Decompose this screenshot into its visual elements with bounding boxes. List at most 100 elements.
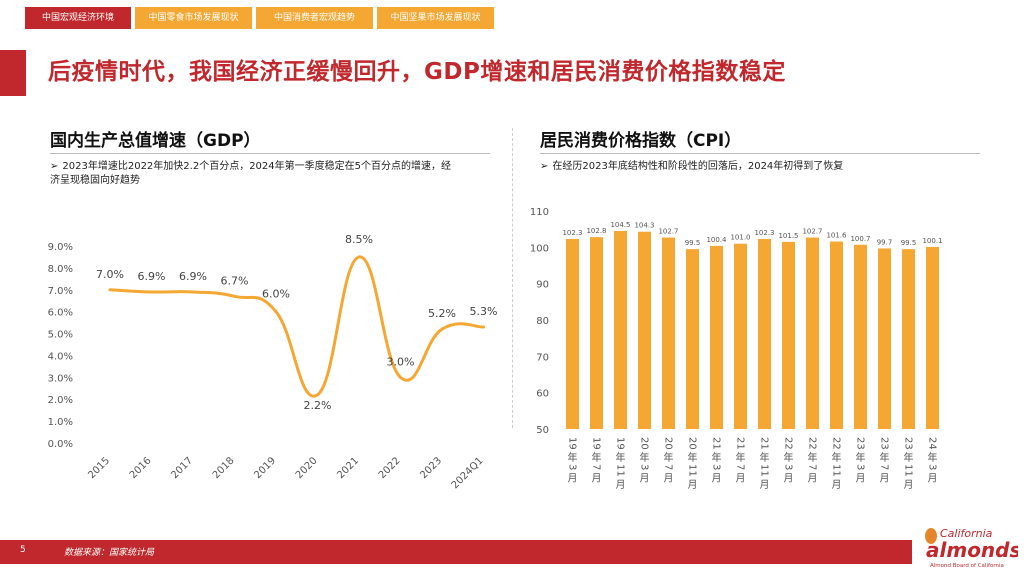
- gdp-xtick-label: 2018: [211, 455, 237, 481]
- svg-text:21: 21: [711, 437, 722, 450]
- cpi-ytick-label: 90: [536, 280, 549, 291]
- cpi-bar: [878, 248, 891, 429]
- gdp-data-label: 6.7%: [221, 274, 249, 287]
- gdp-ytick-label: 5.0%: [48, 330, 73, 341]
- cpi-bar: [830, 241, 843, 429]
- gdp-data-label: 6.0%: [262, 288, 290, 301]
- cpi-bar-label: 102.3: [562, 229, 582, 237]
- bullet-arrow-icon: ➢: [540, 161, 549, 172]
- svg-text:22: 22: [807, 437, 818, 450]
- svg-text:20: 20: [639, 437, 650, 450]
- cpi-bar: [902, 249, 915, 429]
- svg-text:11: 11: [759, 464, 770, 477]
- cpi-ytick-label: 60: [536, 389, 549, 400]
- cpi-heading: 居民消费价格指数（CPI）: [540, 131, 742, 151]
- gdp-xtick-label: 2017: [169, 455, 195, 481]
- gdp-series-line: [109, 255, 484, 398]
- gdp-data-label: 8.5%: [345, 233, 373, 246]
- svg-text:11: 11: [903, 464, 914, 477]
- cpi-ytick-label: 50: [536, 425, 549, 436]
- gdp-xtick-label: 2016: [128, 455, 154, 481]
- svg-text:月: 月: [904, 479, 914, 491]
- logo-top-text: California: [940, 527, 993, 540]
- cpi-bar: [806, 237, 819, 429]
- gdp-data-label: 6.9%: [138, 270, 166, 283]
- svg-text:年: 年: [880, 451, 890, 464]
- svg-text:3: 3: [567, 464, 578, 470]
- svg-text:月: 月: [736, 473, 746, 485]
- gdp-data-point: [399, 375, 402, 379]
- cpi-bar-label: 104.3: [634, 222, 654, 230]
- svg-text:年: 年: [688, 451, 698, 464]
- cpi-bar: [710, 245, 723, 429]
- cpi-ytick-label: 70: [536, 352, 549, 363]
- svg-text:年: 年: [856, 451, 866, 464]
- svg-text:月: 月: [592, 473, 602, 485]
- svg-text:年: 年: [904, 451, 914, 464]
- gdp-data-point: [357, 255, 361, 259]
- cpi-bar-label: 102.3: [754, 229, 774, 237]
- tab-consumer-trends[interactable]: 中国消费者宏观趋势: [256, 7, 373, 29]
- gdp-xtick-label: 2024Q1: [450, 455, 486, 491]
- top-tabs: 中国宏观经济环境 中国零食市场发展现状 中国消费者宏观趋势 中国坚果市场发展现状: [25, 7, 494, 29]
- svg-text:年: 年: [568, 451, 578, 464]
- almond-icon: [925, 528, 937, 544]
- gdp-data-point: [233, 294, 236, 298]
- gdp-data-point: [150, 290, 153, 294]
- svg-text:年: 年: [784, 451, 794, 464]
- svg-text:月: 月: [616, 479, 626, 491]
- gdp-xtick-label: 2020: [294, 455, 320, 481]
- svg-text:19: 19: [591, 437, 602, 450]
- title-accent-bar: [0, 50, 26, 96]
- svg-text:年: 年: [616, 451, 626, 464]
- gdp-ytick-label: 7.0%: [48, 286, 73, 297]
- gdp-line-chart: 0.0% 1.0% 2.0% 3.0% 4.0% 5.0% 6.0% 7.0% 8.0% 9.0%…: [48, 233, 498, 491]
- svg-text:月: 月: [928, 473, 938, 485]
- page-number: 5: [20, 545, 26, 555]
- tab-nut-market[interactable]: 中国坚果市场发展现状: [377, 7, 494, 29]
- svg-text:月: 月: [640, 473, 650, 485]
- svg-text:年: 年: [832, 451, 842, 464]
- svg-text:月: 月: [568, 473, 578, 485]
- svg-text:7: 7: [879, 464, 890, 470]
- cpi-bar-label: 99.5: [685, 239, 701, 247]
- svg-text:月: 月: [688, 479, 698, 491]
- cpi-bar: [782, 241, 795, 429]
- gdp-xtick-label: 2019: [252, 455, 278, 481]
- gdp-heading: 国内生产总值增速（GDP）: [50, 131, 261, 151]
- gdp-data-point: [440, 327, 444, 331]
- cpi-ytick-label: 100: [530, 243, 549, 254]
- gdp-ytick-label: 9.0%: [48, 242, 73, 253]
- tab-macro-economy[interactable]: 中国宏观经济环境: [25, 7, 131, 29]
- gdp-xtick-label: 2023: [418, 455, 444, 481]
- tab-snack-market[interactable]: 中国零食市场发展现状: [135, 7, 252, 29]
- svg-text:年: 年: [760, 451, 770, 464]
- cpi-bar-label: 100.1: [922, 237, 942, 245]
- cpi-bar: [926, 246, 939, 429]
- svg-text:3: 3: [639, 464, 650, 470]
- gdp-data-label: 5.2%: [428, 307, 456, 320]
- svg-text:7: 7: [663, 464, 674, 470]
- cpi-bar: [758, 238, 771, 429]
- bullet-arrow-icon: ➢: [50, 161, 59, 172]
- svg-text:11: 11: [687, 464, 698, 477]
- logo-main-text: almonds: [926, 538, 1018, 562]
- gdp-ytick-label: 0.0%: [48, 439, 73, 450]
- svg-text:3: 3: [711, 464, 722, 470]
- svg-text:21: 21: [759, 437, 770, 450]
- cpi-bar: [686, 249, 699, 429]
- gdp-data-label: 5.3%: [470, 305, 498, 318]
- gdp-data-point: [108, 288, 112, 292]
- svg-text:月: 月: [880, 473, 890, 485]
- svg-text:11: 11: [831, 464, 842, 477]
- svg-text:22: 22: [783, 437, 794, 450]
- cpi-bar: [614, 230, 627, 429]
- svg-text:3: 3: [927, 464, 938, 470]
